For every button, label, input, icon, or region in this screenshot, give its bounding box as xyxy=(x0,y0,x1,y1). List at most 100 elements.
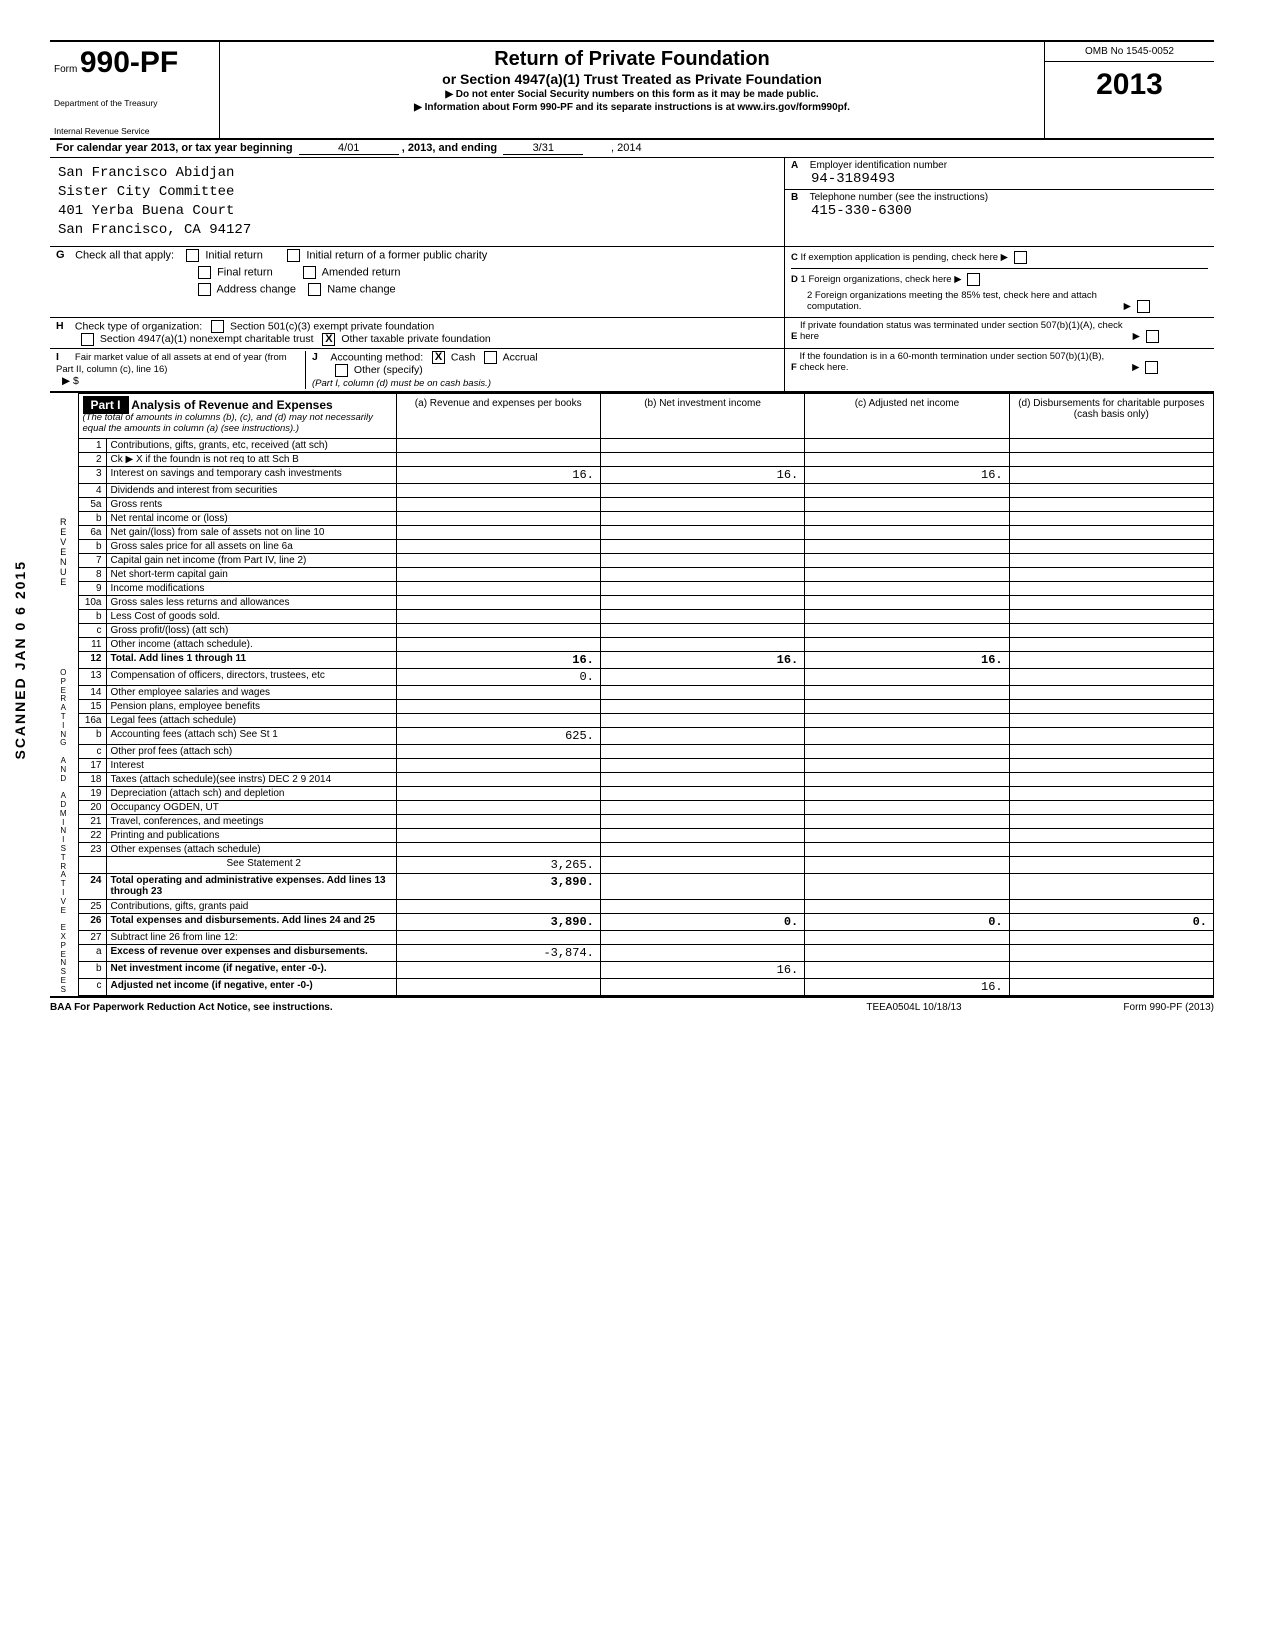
cell-col-a xyxy=(396,772,600,786)
cb-name-change[interactable] xyxy=(308,283,321,296)
cal-end-year: , 2014 xyxy=(586,142,666,155)
line-number: a xyxy=(78,944,106,961)
line-number: c xyxy=(78,623,106,637)
line-description: Capital gain net income (from Part IV, l… xyxy=(106,553,396,567)
cell-col-c xyxy=(805,438,1009,452)
line-number: 16a xyxy=(78,713,106,727)
box-d1: D 1 Foreign organizations, check here ▶ xyxy=(791,273,1208,286)
cell-col-b: 0. xyxy=(600,913,804,930)
header-right: OMB No 1545-0052 2013 xyxy=(1044,42,1214,138)
line-number: c xyxy=(78,978,106,995)
cal-mid: , 2013, and ending xyxy=(402,142,497,155)
table-row: 23Other expenses (attach schedule) xyxy=(50,843,1214,857)
line-description: Taxes (attach schedule)(see instrs) DEC … xyxy=(106,772,396,786)
cb-cash[interactable]: X xyxy=(432,351,445,364)
table-row: 4Dividends and interest from securities xyxy=(50,483,1214,497)
cell-col-b xyxy=(600,623,804,637)
dept-treasury: Department of the Treasury xyxy=(54,98,213,108)
cb-other-method[interactable] xyxy=(335,364,348,377)
entity-addr2: San Francisco, CA 94127 xyxy=(58,221,776,240)
cell-col-b xyxy=(600,581,804,595)
line-number: b xyxy=(78,539,106,553)
line-description: Net rental income or (loss) xyxy=(106,511,396,525)
cell-col-b xyxy=(600,787,804,801)
side-revenue-label: R E V E N U E xyxy=(50,438,78,668)
line-description: Less Cost of goods sold. xyxy=(106,609,396,623)
title-sub: or Section 4947(a)(1) Trust Treated as P… xyxy=(228,71,1036,87)
g-label: Check all that apply: xyxy=(75,249,174,261)
table-row: O P E R A T I N G A N D A D M I N I S T … xyxy=(50,668,1214,685)
table-row: 6aNet gain/(loss) from sale of assets no… xyxy=(50,525,1214,539)
cb-501c3[interactable] xyxy=(211,320,224,333)
cell-col-c: 16. xyxy=(805,651,1009,668)
cb-60month[interactable] xyxy=(1145,361,1158,374)
cell-col-a: 3,890. xyxy=(396,913,600,930)
cell-col-a xyxy=(396,843,600,857)
part1-note: (The total of amounts in columns (b), (c… xyxy=(83,412,373,434)
table-row: 15Pension plans, employee benefits xyxy=(50,699,1214,713)
cal-begin[interactable]: 4/01 xyxy=(299,142,399,155)
box-d1-label: 1 Foreign organizations, check here xyxy=(801,274,952,285)
cb-final-return[interactable] xyxy=(198,266,211,279)
line-number xyxy=(78,857,106,874)
box-a: A Employer identification number 94-3189… xyxy=(785,158,1214,190)
cell-col-b xyxy=(600,978,804,995)
cell-col-c xyxy=(805,553,1009,567)
cell-col-a: 16. xyxy=(396,466,600,483)
table-row: 3Interest on savings and temporary cash … xyxy=(50,466,1214,483)
cb-exemption-pending[interactable] xyxy=(1014,251,1027,264)
box-b-label: Telephone number (see the instructions) xyxy=(810,192,988,203)
cell-col-a xyxy=(396,581,600,595)
line-number: 3 xyxy=(78,466,106,483)
cell-col-d xyxy=(1009,699,1213,713)
line-description: Compensation of officers, directors, tru… xyxy=(106,668,396,685)
cb-amended[interactable] xyxy=(303,266,316,279)
line-number: 15 xyxy=(78,699,106,713)
box-d2-label: 2 Foreign organizations meeting the 85% … xyxy=(791,290,1121,312)
opt-initial: Initial return xyxy=(205,249,262,261)
opt-name: Name change xyxy=(327,283,396,295)
cell-col-d xyxy=(1009,978,1213,995)
footer-center: TEEA0504L 10/18/13 xyxy=(814,1002,1014,1013)
cell-col-c xyxy=(805,483,1009,497)
cb-address-change[interactable] xyxy=(198,283,211,296)
cb-initial-former[interactable] xyxy=(287,249,300,262)
line-number: 18 xyxy=(78,772,106,786)
cell-col-b: 16. xyxy=(600,466,804,483)
cal-end-month[interactable]: 3/31 xyxy=(503,142,583,155)
line-number: 5a xyxy=(78,497,106,511)
cb-initial-return[interactable] xyxy=(186,249,199,262)
cell-col-a: 625. xyxy=(396,727,600,744)
cell-col-a xyxy=(396,758,600,772)
cb-4947[interactable] xyxy=(81,333,94,346)
line-number: 6a xyxy=(78,525,106,539)
cell-col-b xyxy=(600,772,804,786)
line-description: Printing and publications xyxy=(106,829,396,843)
cell-col-c xyxy=(805,787,1009,801)
cb-other-taxable[interactable]: X xyxy=(322,333,335,346)
h-opt2: Section 4947(a)(1) nonexempt charitable … xyxy=(100,333,314,345)
cb-foreign-85[interactable] xyxy=(1137,300,1150,313)
cell-col-a xyxy=(396,713,600,727)
cb-accrual[interactable] xyxy=(484,351,497,364)
cell-col-a: 16. xyxy=(396,651,600,668)
j-accrual: Accrual xyxy=(503,351,538,363)
cell-col-a xyxy=(396,787,600,801)
omb-number: OMB No 1545-0052 xyxy=(1045,42,1214,62)
cell-col-d xyxy=(1009,944,1213,961)
table-row: 11Other income (attach schedule). xyxy=(50,637,1214,651)
table-row: 27Subtract line 26 from line 12: xyxy=(50,930,1214,944)
table-row: aExcess of revenue over expenses and dis… xyxy=(50,944,1214,961)
cell-col-b xyxy=(600,609,804,623)
footer-left: BAA For Paperwork Reduction Act Notice, … xyxy=(50,1002,814,1013)
cell-col-c: 16. xyxy=(805,978,1009,995)
cell-col-d xyxy=(1009,466,1213,483)
cell-col-c xyxy=(805,525,1009,539)
cell-col-b xyxy=(600,699,804,713)
cell-col-a xyxy=(396,699,600,713)
cb-terminated[interactable] xyxy=(1146,330,1159,343)
line-number: b xyxy=(78,961,106,978)
entity-addr1: 401 Yerba Buena Court xyxy=(58,202,776,221)
line-description: Net short-term capital gain xyxy=(106,567,396,581)
cb-foreign-org[interactable] xyxy=(967,273,980,286)
